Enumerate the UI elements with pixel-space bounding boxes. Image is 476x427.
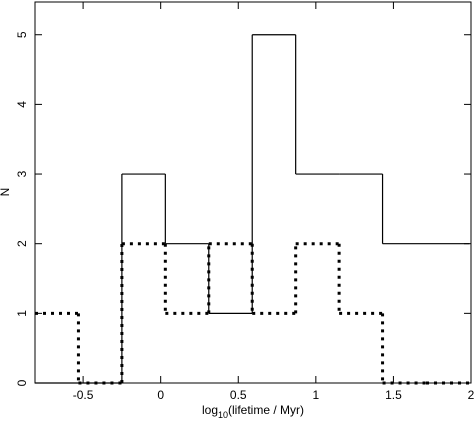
x-tick-label: -0.5 bbox=[73, 388, 94, 402]
x-tick-label: 2 bbox=[468, 388, 475, 402]
x-tick-label: 1 bbox=[312, 388, 319, 402]
y-tick-label: 0 bbox=[15, 379, 29, 386]
x-tick-label: 1.5 bbox=[385, 388, 402, 402]
y-tick-label: 3 bbox=[15, 170, 29, 177]
x-axis-label: log10(lifetime / Myr) bbox=[202, 403, 304, 420]
x-tick-label: 0.5 bbox=[230, 388, 247, 402]
y-axis-label: N bbox=[0, 188, 12, 197]
plot-frame bbox=[34, 1, 472, 384]
y-tick-label: 5 bbox=[15, 31, 29, 38]
y-tick-label: 1 bbox=[15, 310, 29, 317]
y-tick-label: 2 bbox=[15, 240, 29, 247]
x-tick-label: 0 bbox=[157, 388, 164, 402]
y-tick-label: 4 bbox=[15, 101, 29, 108]
